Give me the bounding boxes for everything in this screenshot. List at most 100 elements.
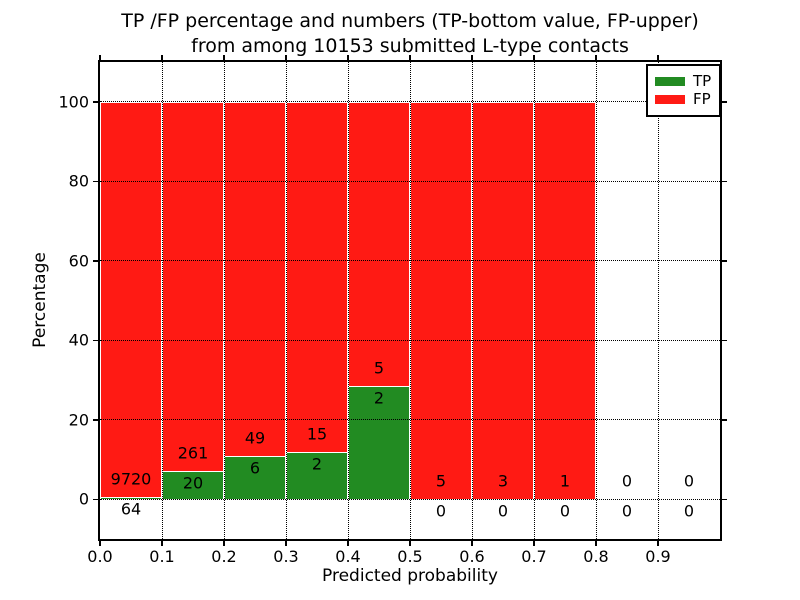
tp-swatch-icon <box>655 77 685 86</box>
bar-fp-segment <box>472 101 534 500</box>
y-tick-right <box>722 101 727 103</box>
bars-layer <box>100 62 720 539</box>
x-tick-bottom <box>99 541 101 546</box>
x-axis-label: Predicted probability <box>322 566 498 586</box>
x-tick-bottom <box>533 541 535 546</box>
x-tick-top <box>533 55 535 60</box>
fp-count-label: 261 <box>177 443 209 463</box>
y-tick-right <box>722 339 727 341</box>
legend-label-fp: FP <box>693 90 711 108</box>
gridline-vertical <box>533 62 535 539</box>
x-tick-label: 0.4 <box>335 547 361 566</box>
plot-area: 9720 64 261 20 49 6 15 2 5 2 5 0 3 0 1 0 0 0 0 0 <box>98 60 722 541</box>
x-tick-top <box>285 55 287 60</box>
tp-count-label: 20 <box>182 473 204 493</box>
bar-labels-layer: 9720 64 261 20 49 6 15 2 5 2 5 0 3 0 1 0 0 0 0 0 <box>100 62 720 539</box>
y-tick-right <box>722 498 727 500</box>
gridline-vertical <box>471 62 473 539</box>
y-tick-label: 20 <box>68 410 89 430</box>
gridline-vertical <box>223 62 225 539</box>
x-tick-label: 0.1 <box>149 547 175 566</box>
legend-entry-fp: FP <box>655 92 711 107</box>
x-tick-bottom <box>595 541 597 546</box>
tp-count-label: 0 <box>435 501 447 521</box>
y-tick-label: 40 <box>68 330 89 350</box>
grid-layer <box>100 62 720 539</box>
chart-title-line2: from among 10153 submitted L-type contac… <box>191 35 629 57</box>
fp-count-label: 5 <box>435 471 447 491</box>
y-tick-right <box>722 180 727 182</box>
chart-title-line1: TP /FP percentage and numbers (TP-bottom… <box>121 10 699 32</box>
tp-count-label: 2 <box>311 454 323 474</box>
x-tick-top <box>471 55 473 60</box>
y-tick-label: 0 <box>78 489 89 509</box>
tp-count-label: 0 <box>497 501 509 521</box>
x-tick-bottom <box>657 541 659 546</box>
fp-count-label: 3 <box>497 471 509 491</box>
x-tick-bottom <box>285 541 287 546</box>
x-tick-label: 0.3 <box>273 547 299 566</box>
gridline-vertical <box>347 62 349 539</box>
fp-count-label: 15 <box>306 424 328 444</box>
fp-swatch-icon <box>655 95 685 104</box>
gridline-vertical <box>657 62 659 539</box>
y-tick-right <box>722 260 727 262</box>
chart-title: TP /FP percentage and numbers (TP-bottom… <box>100 9 720 59</box>
y-tick-left <box>93 498 98 500</box>
fp-count-label: 0 <box>683 471 695 491</box>
y-tick-right <box>722 419 727 421</box>
x-tick-bottom <box>161 541 163 546</box>
x-tick-label: 0.6 <box>459 547 485 566</box>
tp-count-label: 0 <box>621 501 633 521</box>
x-tick-bottom <box>471 541 473 546</box>
gridline-vertical <box>409 62 411 539</box>
bar-tp-segment <box>348 385 410 500</box>
y-tick-label: 80 <box>68 171 89 191</box>
x-tick-bottom <box>409 541 411 546</box>
legend-label-tp: TP <box>693 72 712 90</box>
x-tick-label: 0.2 <box>211 547 237 566</box>
fp-count-label: 49 <box>244 428 266 448</box>
x-tick-label: 0.0 <box>87 547 113 566</box>
tp-count-label: 0 <box>559 501 571 521</box>
y-tick-left <box>93 260 98 262</box>
x-tick-label: 0.8 <box>583 547 609 566</box>
y-tick-left <box>93 101 98 103</box>
legend: TP FP <box>646 64 722 117</box>
bar-fp-segment <box>410 101 472 500</box>
y-tick-left <box>93 339 98 341</box>
gridline-vertical <box>285 62 287 539</box>
bar-fp-segment <box>286 101 348 500</box>
x-tick-top <box>347 55 349 60</box>
x-tick-top <box>657 55 659 60</box>
tp-count-label: 0 <box>683 501 695 521</box>
legend-entry-tp: TP <box>655 74 711 89</box>
x-tick-top <box>161 55 163 60</box>
x-tick-label: 0.9 <box>645 547 671 566</box>
x-tick-label: 0.5 <box>397 547 423 566</box>
x-tick-top <box>595 55 597 60</box>
bar-tp-segment <box>162 470 224 500</box>
tp-count-label: 6 <box>249 458 261 478</box>
x-tick-top <box>409 55 411 60</box>
x-tick-bottom <box>223 541 225 546</box>
tp-count-label: 64 <box>120 499 142 519</box>
x-tick-label: 0.7 <box>521 547 547 566</box>
x-tick-top <box>223 55 225 60</box>
x-tick-bottom <box>347 541 349 546</box>
tp-count-label: 2 <box>373 388 385 408</box>
fp-count-label: 1 <box>559 471 571 491</box>
gridline-vertical <box>595 62 597 539</box>
fp-count-label: 0 <box>621 471 633 491</box>
y-tick-label: 60 <box>68 251 89 271</box>
fp-count-label: 5 <box>373 358 385 378</box>
bar-tp-segment <box>286 452 348 500</box>
fp-count-label: 9720 <box>110 469 152 489</box>
gridline-vertical <box>161 62 163 539</box>
x-tick-top <box>99 55 101 60</box>
y-tick-left <box>93 419 98 421</box>
